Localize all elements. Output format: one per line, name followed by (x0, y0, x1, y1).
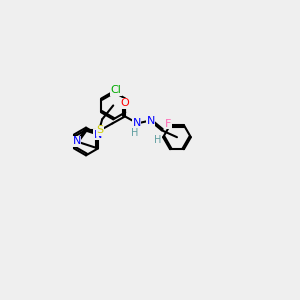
Text: H: H (131, 128, 138, 138)
Text: S: S (97, 125, 104, 135)
Text: N: N (94, 130, 102, 140)
Text: O: O (121, 98, 129, 108)
Text: H: H (154, 135, 162, 145)
Text: N: N (133, 118, 141, 128)
Text: N: N (146, 116, 155, 126)
Text: N: N (73, 136, 81, 146)
Text: F: F (165, 119, 172, 129)
Text: Cl: Cl (110, 85, 121, 95)
